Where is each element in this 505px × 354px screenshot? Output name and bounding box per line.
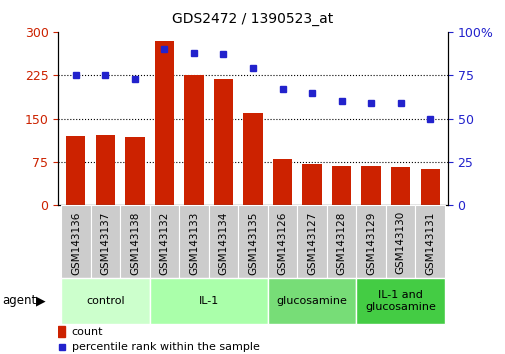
Bar: [302, 164, 321, 205]
Bar: [149, 278, 267, 324]
Text: agent: agent: [3, 295, 37, 307]
Bar: [267, 278, 356, 324]
Bar: [61, 205, 90, 278]
Text: GSM143136: GSM143136: [71, 211, 81, 274]
Text: GSM143129: GSM143129: [365, 211, 375, 274]
Text: GSM143126: GSM143126: [277, 211, 287, 274]
Bar: [149, 205, 179, 278]
Bar: [272, 159, 291, 205]
Text: GSM143132: GSM143132: [159, 211, 169, 274]
Bar: [297, 205, 326, 278]
Text: GSM143138: GSM143138: [130, 211, 140, 274]
Bar: [120, 205, 149, 278]
Text: GDS2472 / 1390523_at: GDS2472 / 1390523_at: [172, 12, 333, 27]
Bar: [179, 205, 208, 278]
Bar: [214, 79, 233, 205]
Bar: [238, 205, 267, 278]
Bar: [385, 205, 415, 278]
Text: IL-1: IL-1: [198, 296, 219, 306]
Bar: [356, 278, 444, 324]
Text: count: count: [72, 327, 103, 337]
Bar: [326, 205, 356, 278]
Bar: [267, 205, 296, 278]
Bar: [390, 167, 410, 205]
Text: glucosamine: glucosamine: [276, 296, 347, 306]
Bar: [61, 278, 149, 324]
Text: GSM143130: GSM143130: [395, 211, 405, 274]
Text: control: control: [86, 296, 125, 306]
Bar: [356, 205, 385, 278]
Text: GSM143127: GSM143127: [307, 211, 317, 274]
Bar: [331, 166, 350, 205]
Bar: [90, 205, 120, 278]
Bar: [361, 166, 380, 205]
Text: GSM143137: GSM143137: [100, 211, 110, 274]
Bar: [125, 137, 144, 205]
Bar: [95, 135, 115, 205]
Text: GSM143134: GSM143134: [218, 211, 228, 274]
Text: percentile rank within the sample: percentile rank within the sample: [72, 342, 259, 352]
Bar: [208, 205, 238, 278]
Text: GSM143128: GSM143128: [336, 211, 346, 274]
Text: GSM143135: GSM143135: [247, 211, 258, 274]
Text: ▶: ▶: [36, 295, 46, 307]
Text: GSM143131: GSM143131: [424, 211, 434, 274]
Text: IL-1 and
glucosamine: IL-1 and glucosamine: [365, 290, 435, 312]
Bar: [58, 326, 65, 337]
Bar: [420, 169, 439, 205]
Bar: [243, 113, 262, 205]
Text: GSM143133: GSM143133: [188, 211, 198, 274]
Bar: [415, 205, 444, 278]
Bar: [155, 41, 174, 205]
Bar: [66, 136, 85, 205]
Bar: [184, 75, 203, 205]
